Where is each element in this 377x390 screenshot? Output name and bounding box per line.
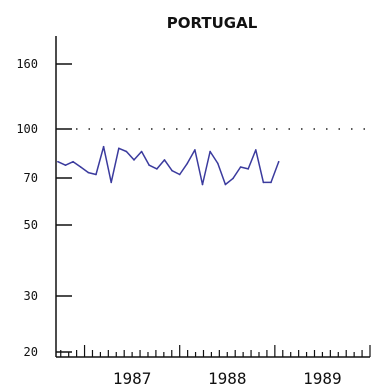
- data-point: [110, 181, 112, 184]
- data-point: [239, 166, 242, 168]
- data-point: [255, 149, 257, 151]
- x-tick-label: 1989: [303, 369, 342, 388]
- y-tick-label: 50: [24, 218, 38, 232]
- data-point: [72, 160, 74, 163]
- y-tick-label: 30: [24, 289, 38, 303]
- x-ticks: 1987 1988 1989: [60, 345, 371, 388]
- data-point: [262, 181, 265, 184]
- y-ticks: 160 100 70 50 30 20: [16, 57, 72, 359]
- data-point: [118, 147, 120, 150]
- series-line: [57, 145, 280, 186]
- data-point: [277, 160, 280, 163]
- data-point: [194, 149, 196, 151]
- data-point: [171, 169, 173, 172]
- data-point: [232, 177, 234, 180]
- data-point: [148, 164, 150, 166]
- y-tick-label: 20: [24, 345, 38, 359]
- data-point: [247, 168, 249, 170]
- data-point: [209, 150, 211, 153]
- data-point: [102, 145, 105, 148]
- data-point: [125, 150, 128, 153]
- data-point: [133, 159, 135, 161]
- data-point: [64, 164, 67, 166]
- series-group: [57, 145, 280, 186]
- data-point: [87, 171, 90, 174]
- data-point: [79, 166, 82, 168]
- data-point: [95, 173, 97, 176]
- data-point: [57, 160, 59, 163]
- data-point: [201, 183, 204, 186]
- x-tick-label: 1987: [113, 369, 152, 388]
- y-tick-label: 160: [16, 57, 38, 71]
- y-tick-label: 70: [24, 171, 38, 185]
- data-point: [140, 150, 143, 153]
- x-tick-label: 1988: [208, 369, 247, 388]
- y-tick-label: 100: [16, 122, 38, 136]
- data-point: [178, 173, 181, 176]
- data-point: [217, 162, 219, 165]
- data-point: [186, 162, 189, 165]
- data-point: [224, 183, 227, 186]
- data-point: [163, 159, 166, 161]
- data-point: [156, 168, 158, 170]
- chart-title: PORTUGAL: [167, 14, 258, 32]
- data-point: [270, 181, 272, 184]
